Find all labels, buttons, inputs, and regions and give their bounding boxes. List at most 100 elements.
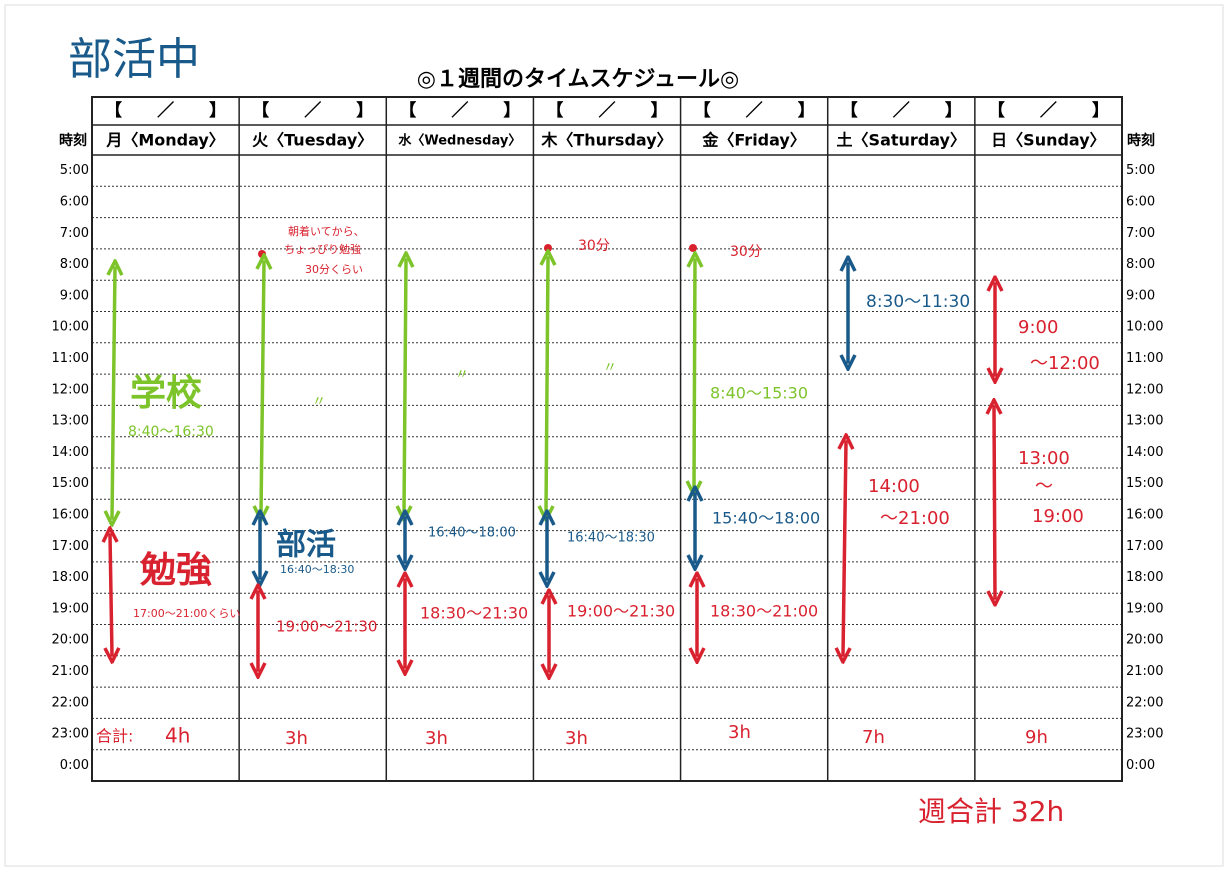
handwritten-note: 合計: (96, 727, 133, 746)
weekly-total: 週合計 32h (918, 795, 1064, 828)
date-field: 【 ／ 】 (399, 100, 520, 121)
handwritten-note: 勉強 (140, 550, 212, 591)
handwritten-note: 〃 (312, 394, 326, 410)
handwritten-note: 8:30〜11:30 (866, 292, 970, 312)
arrow (843, 442, 846, 655)
time-label: 16:00 (52, 507, 89, 522)
date-field: 【 ／ 】 (546, 100, 667, 121)
handwritten-note: 16:40〜18:30 (280, 563, 354, 576)
time-label: 15:00 (52, 476, 89, 491)
time-label: 0:00 (1126, 758, 1155, 773)
date-field: 【 ／ 】 (105, 100, 226, 121)
time-label: 23:00 (52, 727, 89, 742)
handwritten-note: 19:00 (1032, 506, 1084, 527)
time-label: 20:00 (1126, 633, 1163, 648)
time-label: 0:00 (60, 758, 89, 773)
time-label: 5:00 (60, 163, 89, 178)
grid: 【 ／ 】月〈Monday〉【 ／ 】火〈Tuesday〉【 ／ 】水〈Wedn… (52, 96, 1163, 782)
handwritten-note: 〃 (603, 360, 617, 376)
time-label: 16:00 (1126, 507, 1163, 522)
time-label: 9:00 (60, 288, 89, 303)
time-label: 6:00 (60, 194, 89, 209)
time-header: 時刻 (1127, 132, 1155, 149)
time-label: 17:00 (52, 539, 89, 554)
time-label: 23:00 (1126, 727, 1163, 742)
time-label: 19:00 (1126, 601, 1163, 616)
date-field: 【 ／ 】 (694, 100, 815, 121)
dot (258, 250, 266, 258)
day-header: 月〈Monday〉 (105, 131, 225, 150)
handwritten-note: 18:30〜21:00 (710, 602, 818, 621)
time-label: 10:00 (1126, 320, 1163, 335)
handwritten-note: 3h (728, 722, 751, 743)
handwritten-note: 8:40〜16:30 (128, 424, 214, 440)
arrow (546, 258, 548, 513)
handwritten-note: 〜21:00 (880, 508, 950, 529)
time-label: 12:00 (52, 382, 89, 397)
time-label: 19:00 (52, 601, 89, 616)
title: ◎１週間のタイムスケジュール◎ (417, 67, 739, 92)
handwritten-note: 3h (565, 728, 588, 749)
time-label: 12:00 (1126, 382, 1163, 397)
time-label: 6:00 (1126, 194, 1155, 209)
handwritten-note: 16:40〜18:00 (428, 526, 516, 541)
handwritten-note: 17:00〜21:00くらい (133, 607, 240, 620)
time-label: 13:00 (1126, 414, 1163, 429)
handwritten-note: 〜 (1035, 476, 1053, 497)
arrow (694, 260, 695, 488)
handwritten-note: 7h (862, 727, 885, 748)
handwritten-note: 14:00 (868, 476, 920, 497)
handwritten-note: 30分 (578, 238, 610, 254)
time-label: 22:00 (1126, 695, 1163, 710)
arrow (112, 268, 115, 518)
handwritten-note: 15:40〜18:00 (712, 509, 820, 528)
date-field: 【 ／ 】 (988, 100, 1109, 121)
dot (689, 244, 697, 252)
handwritten-note: 19:00〜21:30 (276, 618, 377, 636)
handwritten-note: 朝着いてから、 (288, 224, 365, 238)
time-label: 7:00 (60, 226, 89, 241)
handwritten-note: 3h (425, 728, 448, 749)
time-label: 21:00 (1126, 664, 1163, 679)
arrow (261, 262, 264, 513)
handwritten-note: 9:00 (1018, 317, 1058, 338)
time-label: 5:00 (1126, 163, 1155, 178)
handwritten-note: 〃 (455, 367, 469, 383)
time-label: 7:00 (1126, 226, 1155, 241)
time-label: 8:00 (1126, 257, 1155, 272)
time-label: 22:00 (52, 695, 89, 710)
day-header: 金〈Friday〉 (701, 131, 805, 150)
date-field: 【 ／ 】 (252, 100, 373, 121)
time-label: 14:00 (1126, 445, 1163, 460)
page-frame (4, 4, 1224, 867)
handwritten-note: 18:30〜21:30 (420, 604, 528, 623)
time-label: 14:00 (52, 445, 89, 460)
handwritten-note: 16:40〜18:30 (567, 531, 655, 546)
handwritten-note: 学校 (130, 372, 202, 414)
table-border (91, 96, 1123, 782)
time-label: 13:00 (52, 414, 89, 429)
dot (544, 244, 552, 252)
time-label: 8:00 (60, 257, 89, 272)
handwritten-note: ちょっぴり勉強 (284, 242, 361, 256)
handwritten-note: 4h (165, 724, 190, 748)
handwritten-note: 30分くらい (305, 263, 363, 276)
time-label: 17:00 (1126, 539, 1163, 554)
arrow (110, 535, 112, 655)
day-header: 火〈Tuesday〉 (252, 131, 373, 150)
time-header: 時刻 (59, 132, 87, 149)
handwritten-note: 3h (285, 728, 308, 749)
handwritten-note: 8:40〜15:30 (710, 384, 808, 403)
handwritten-note: 部活 (276, 528, 336, 563)
time-label: 10:00 (52, 320, 89, 335)
day-header: 日〈Sunday〉 (991, 131, 1106, 150)
time-label: 18:00 (52, 570, 89, 585)
handwritten-header: 部活中 (68, 34, 200, 85)
time-label: 11:00 (52, 351, 89, 366)
time-label: 15:00 (1126, 476, 1163, 491)
handwritten-note: 30分 (730, 244, 762, 260)
handwritten-note: 13:00 (1018, 448, 1070, 469)
time-label: 9:00 (1126, 288, 1155, 303)
arrows (110, 244, 995, 671)
